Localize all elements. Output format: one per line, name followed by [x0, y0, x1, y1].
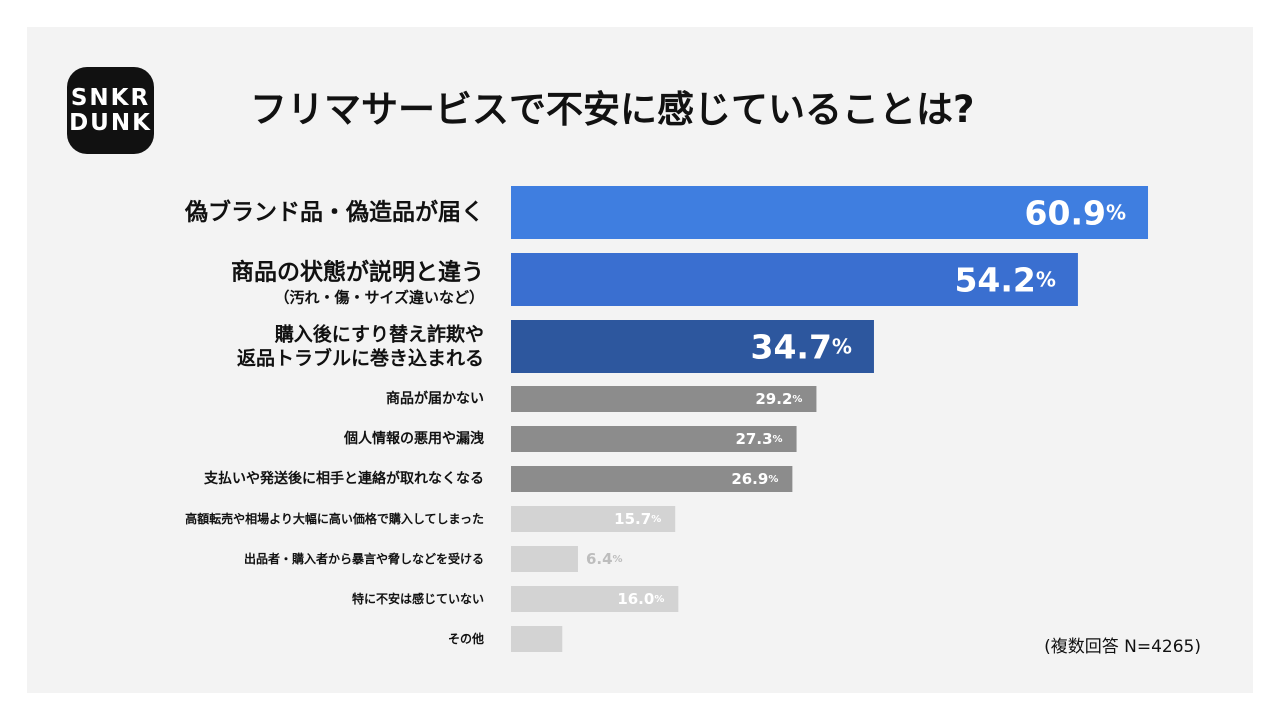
- bar-5: [511, 426, 797, 452]
- category-label: 商品の状態が説明と違う: [231, 259, 484, 286]
- category-label: 高額転売や相場より大幅に高い価格で購入してしまった: [185, 511, 484, 526]
- value-label: 27.3%: [736, 430, 783, 448]
- category-label: 出品者・購入者から暴言や脅しなどを受ける: [244, 551, 484, 566]
- snkrdunk-logo: SNKR DUNK: [67, 67, 154, 154]
- value-label: 60.9%: [1025, 193, 1126, 232]
- bar-10: [511, 626, 563, 652]
- category-sublabel: （汚れ・傷・サイズ違いなど）: [274, 289, 484, 307]
- bar-7: [511, 506, 676, 532]
- bar-9: [511, 586, 679, 612]
- category-sublabel: 返品トラブルに巻き込まれる: [237, 347, 484, 370]
- bar-8: [511, 546, 578, 572]
- value-label: 34.7%: [750, 327, 851, 366]
- bar-3: [511, 320, 874, 373]
- category-label: その他: [448, 631, 484, 646]
- category-label: 商品が届かない: [386, 390, 484, 407]
- bar-6: [511, 466, 793, 492]
- bar-4: [511, 386, 817, 412]
- logo-text: SNKR DUNK: [69, 84, 152, 136]
- value-label: 15.7%: [614, 510, 661, 528]
- category-label: 特に不安は感じていない: [352, 591, 484, 606]
- value-label: 26.9%: [731, 470, 778, 488]
- bar-1: [511, 186, 1149, 239]
- sample-note: (複数回答 N=4265): [1044, 637, 1201, 657]
- value-label: 16.0%: [617, 590, 664, 608]
- value-label: 54.2%: [954, 260, 1055, 299]
- value-label: 29.2%: [755, 390, 802, 408]
- category-label: 個人情報の悪用や漏洩: [343, 430, 484, 447]
- chart-title: フリマサービスで不安に感じていることは?: [250, 88, 975, 131]
- category-label: 購入後にすり替え詐欺や: [275, 323, 484, 346]
- category-label: 偽ブランド品・偽造品が届く: [184, 199, 484, 226]
- bar-2: [511, 253, 1078, 306]
- category-label: 支払いや発送後に相手と連絡が取れなくなる: [203, 470, 484, 487]
- value-label: 6.4%: [586, 550, 623, 568]
